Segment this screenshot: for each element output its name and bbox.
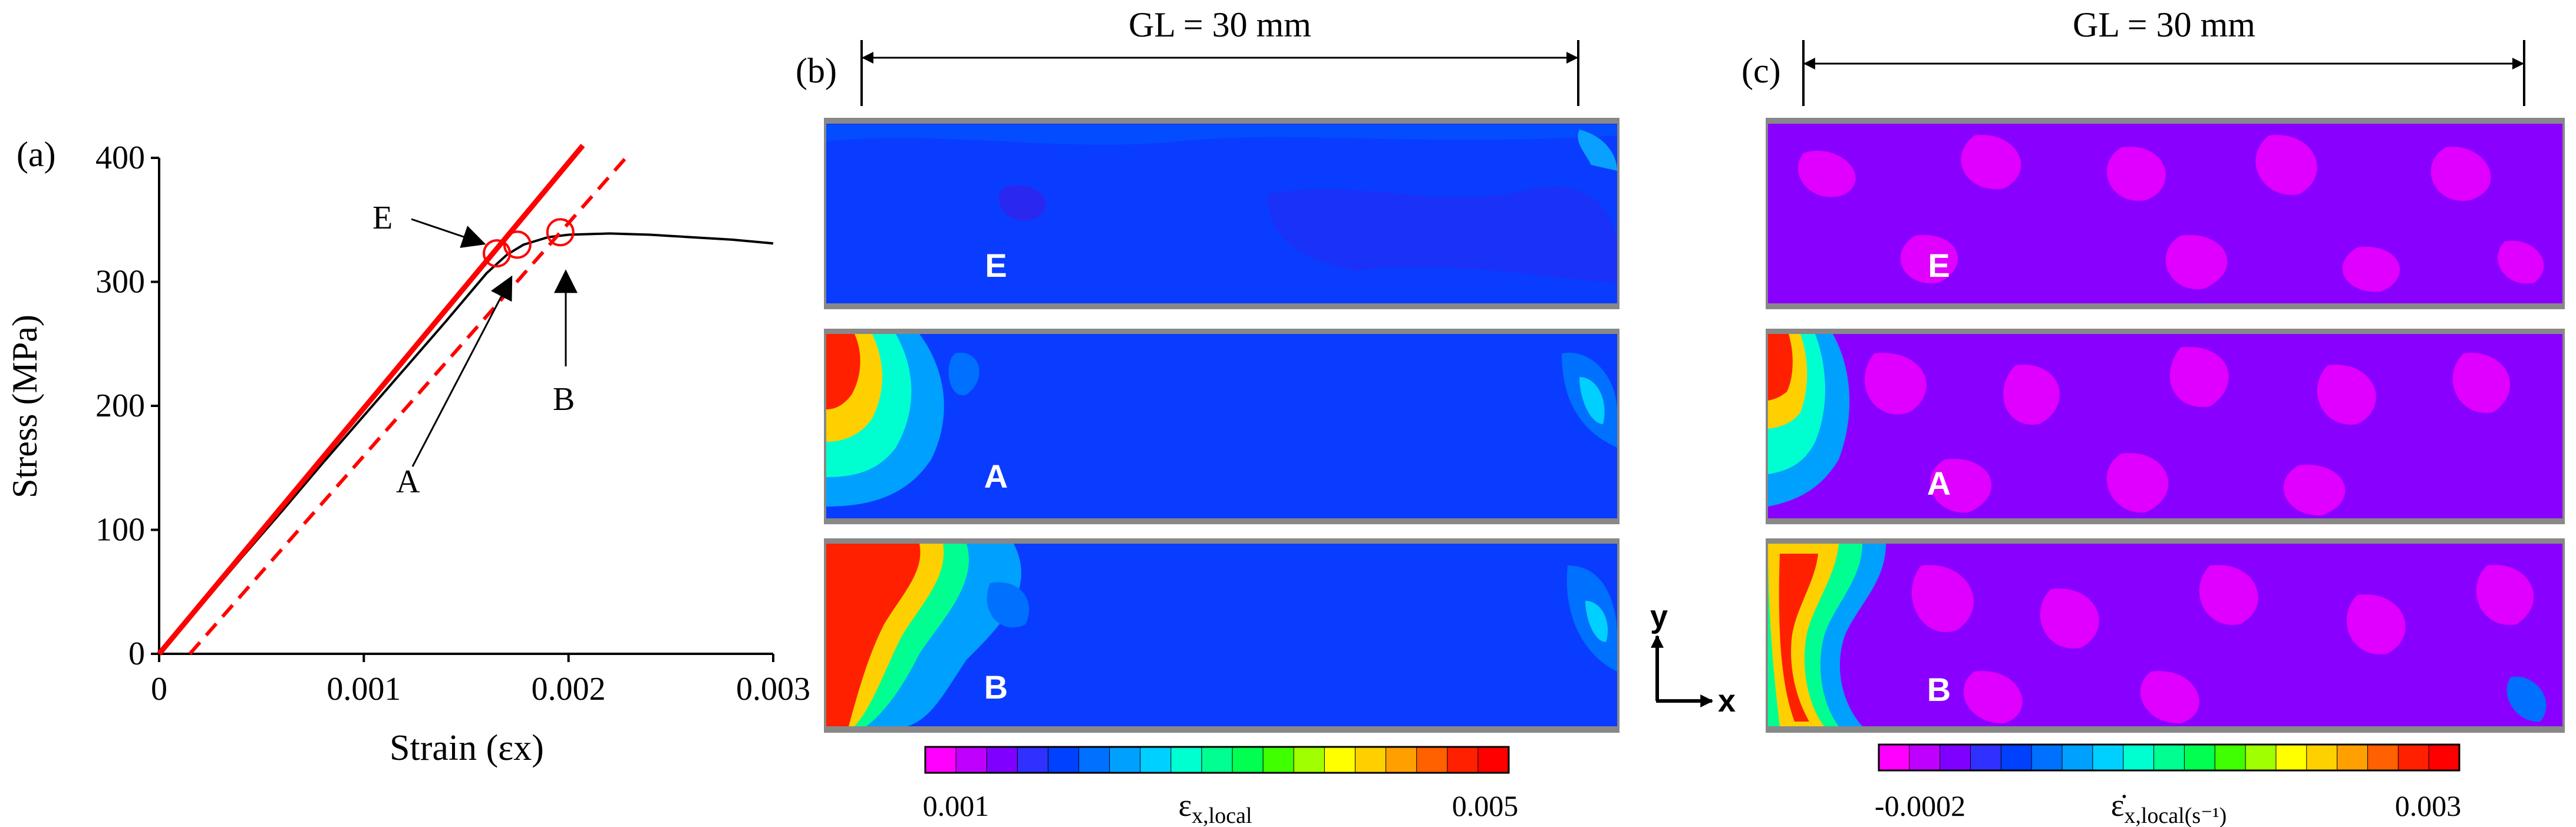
strip-label-e: E	[1928, 247, 1950, 284]
gauge-length-label: GL = 30 mm	[1129, 5, 1311, 44]
colorbar-cell	[925, 746, 957, 773]
colorbar-cell	[1017, 746, 1049, 773]
colorbar-c-label: ε̇x,local(s⁻¹)	[2111, 788, 2227, 827]
y-tick-label: 300	[95, 264, 145, 300]
colorbar-cell	[2275, 744, 2307, 771]
panel-b: (b) GL = 30 mm E A	[796, 5, 1620, 827]
colorbar-b-label: εx,local	[1178, 788, 1252, 827]
colorbar-cell	[986, 746, 1018, 773]
strain-map-e: E	[824, 118, 1620, 309]
panel-a-tag: (a)	[17, 135, 56, 174]
colorbar-cell	[2092, 744, 2124, 771]
y-axis-label: Stress (MPa)	[5, 315, 44, 498]
colorbar-cell	[1386, 746, 1417, 773]
strain-rate-map-a: A	[1766, 329, 2565, 524]
colorbar-cell	[1047, 746, 1080, 773]
gauge-length-label: GL = 30 mm	[2073, 5, 2255, 44]
colorbar-cell	[1324, 746, 1356, 773]
colorbar-b: 0.001 0.005 εx,local	[923, 746, 1519, 827]
y-tick-label: 100	[95, 512, 145, 548]
colorbar-cell	[2428, 744, 2460, 771]
strip-label-e: E	[985, 247, 1007, 284]
strain-rate-map-b: B	[1766, 538, 2565, 733]
x-tick-label: 0.002	[532, 671, 606, 707]
strain-map-a: A	[824, 329, 1620, 524]
panel-b-tag: (b)	[796, 51, 837, 90]
y-tick-label: 200	[95, 388, 145, 424]
strain-rate-map-e: E	[1766, 118, 2565, 309]
colorbar-cell	[2123, 744, 2155, 771]
y-tick-label: 400	[95, 140, 145, 176]
colorbar-cell	[1262, 746, 1295, 773]
colorbar-cell	[1232, 746, 1264, 773]
x-tick-label: 0	[151, 671, 167, 707]
x-tick-label: 0.003	[736, 671, 810, 707]
arrow-e	[411, 218, 486, 248]
colorbar-cell	[2184, 744, 2216, 771]
y-direction-label: y	[1650, 599, 1668, 634]
point-b-label: B	[553, 381, 575, 418]
colorbar-cell	[1201, 746, 1233, 773]
colorbar-c-min: -0.0002	[1875, 789, 1965, 822]
elastic-fit-line	[157, 144, 585, 656]
arrow-a	[411, 275, 513, 467]
panel-a: (a) 0 100 200 300 400 0 0.001 0.002 0.003 E A B…	[5, 135, 810, 768]
colorbar-cell	[1909, 744, 1941, 771]
colorbar-cell	[1078, 746, 1110, 773]
stress-strain-curve	[158, 232, 774, 655]
y-tick-label: 0	[128, 636, 145, 672]
colorbar-cell	[1447, 746, 1479, 773]
point-marker-b	[546, 218, 575, 247]
colorbar-cell	[1354, 746, 1387, 773]
colorbar-cell	[1878, 744, 1910, 771]
colorbar-cell	[2031, 744, 2063, 771]
colorbar-c: -0.0002 0.003 ε̇x,local(s⁻¹)	[1875, 743, 2462, 827]
colorbar-cell	[2367, 744, 2399, 771]
colorbar-cell	[2000, 744, 2033, 771]
panel-c: (c) GL = 30 mm E	[1741, 5, 2565, 827]
offset-line	[188, 157, 628, 655]
stress-strain-chart: 0 100 200 300 400 0 0.001 0.002 0.003 E A B Str…	[5, 140, 810, 768]
colorbar-cell	[2337, 744, 2369, 771]
strip-label-a: A	[984, 458, 1008, 495]
colorbar-cell	[2153, 744, 2185, 771]
coordinate-axes-glyph: y x	[1650, 599, 1736, 719]
point-marker-a	[503, 230, 532, 259]
colorbar-b-max: 0.005	[1452, 789, 1519, 822]
colorbar-cell	[1170, 746, 1202, 773]
colorbar-cell	[1293, 746, 1325, 773]
colorbar-cell	[2306, 744, 2338, 771]
colorbar-cell	[2214, 744, 2247, 771]
x-direction-label: x	[1718, 683, 1736, 719]
colorbar-cell	[2062, 744, 2093, 771]
panel-c-tag: (c)	[1741, 51, 1781, 90]
strip-label-a: A	[1927, 465, 1951, 502]
colorbar-cell	[1970, 744, 2002, 771]
colorbar-cell	[1477, 746, 1510, 773]
strain-map-b: B	[824, 538, 1620, 733]
point-e-label: E	[372, 200, 392, 236]
colorbar-c-max: 0.003	[2395, 789, 2462, 822]
x-axis-label: Strain (εx)	[390, 728, 544, 768]
strip-label-b: B	[1927, 671, 1951, 708]
point-marker-e	[483, 239, 512, 268]
colorbar-cell	[2245, 744, 2277, 771]
strip-label-b: B	[984, 669, 1008, 706]
point-a-label: A	[396, 464, 420, 500]
colorbar-b-min: 0.001	[923, 789, 989, 822]
colorbar-cell	[1416, 746, 1448, 773]
colorbar-cell	[955, 746, 988, 773]
x-tick-label: 0.001	[326, 671, 401, 707]
colorbar-cell	[1940, 744, 1971, 771]
colorbar-cell	[2397, 744, 2430, 771]
colorbar-cell	[1140, 746, 1172, 773]
colorbar-cell	[1109, 746, 1141, 773]
